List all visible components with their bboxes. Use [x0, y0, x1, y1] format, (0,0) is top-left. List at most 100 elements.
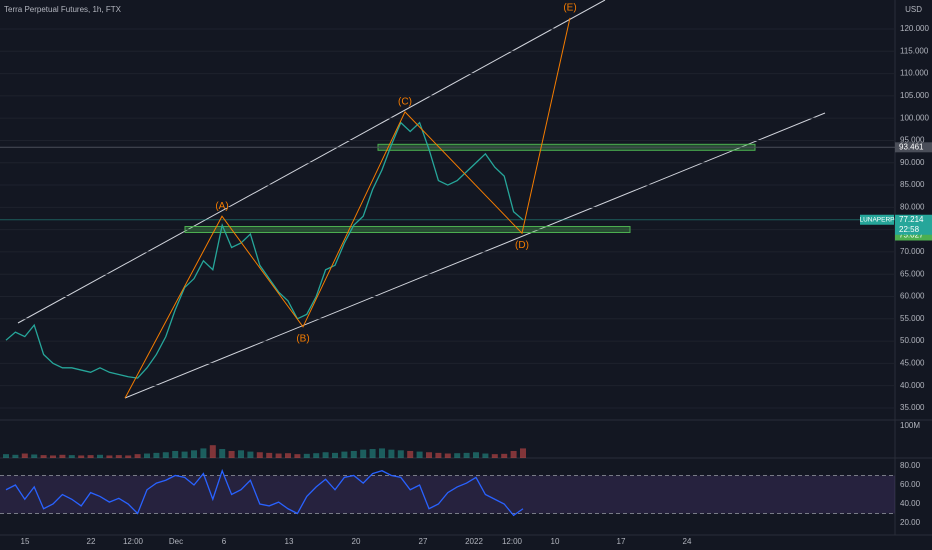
wave-label: (E)	[563, 2, 576, 13]
volume-bar	[491, 454, 498, 458]
y-tick-label: 110.000	[900, 69, 929, 78]
channel-upper	[17, 0, 606, 324]
last-price-label: 77.214	[899, 215, 924, 224]
rsi-series	[5, 468, 524, 517]
volume-bar	[256, 452, 263, 458]
volume-bar	[379, 448, 385, 458]
wave-path	[124, 17, 571, 399]
volume-bar	[313, 453, 320, 458]
y-tick-label: 100.000	[900, 113, 929, 122]
wave-label: (B)	[296, 333, 309, 344]
y-tick-label: 55.000	[900, 314, 925, 323]
x-tick-label: 22	[87, 537, 96, 546]
y-tick-label: 45.000	[900, 358, 925, 367]
price-series	[5, 121, 524, 379]
y-tick-label: 120.000	[900, 24, 929, 33]
x-tick-label: 24	[683, 537, 692, 546]
volume-bar	[350, 450, 357, 458]
volume-bar	[416, 451, 423, 458]
volume-bar	[153, 452, 160, 458]
volume-bar	[172, 450, 179, 458]
volume-bar	[228, 450, 235, 458]
volume-bar	[294, 454, 301, 458]
y-tick-label: 60.000	[900, 292, 925, 301]
zone-price-label: 93.461	[899, 142, 924, 151]
volume-bar	[247, 451, 254, 458]
volume-bar	[388, 449, 395, 458]
last-price-box	[895, 214, 932, 235]
symbol-label: LUNAPERP	[859, 216, 894, 223]
wave-label: (C)	[398, 97, 412, 108]
y-tick-label: 80.000	[900, 202, 925, 211]
rsi-tick-label: 40.00	[900, 499, 921, 508]
volume-bar	[285, 453, 291, 458]
volume-bar	[397, 450, 404, 458]
y-tick-label: 115.000	[900, 46, 929, 55]
volume-bar	[50, 455, 56, 458]
volume-bar	[59, 454, 66, 458]
y-tick-label: 95.000	[900, 136, 925, 145]
y-tick-label: 65.000	[900, 269, 925, 278]
x-tick-label: 17	[617, 537, 626, 546]
volume-bar	[3, 454, 9, 458]
rsi-tick-label: 60.00	[900, 480, 921, 489]
y-tick-label: 85.000	[900, 180, 925, 189]
x-tick-label: 12:00	[123, 537, 144, 546]
volume-bar	[106, 455, 113, 458]
volume-bar	[209, 445, 216, 458]
x-tick-label: 15	[21, 537, 30, 546]
zone-price-label-box	[895, 230, 932, 241]
volume-bar	[144, 453, 150, 458]
volume-bar	[369, 449, 376, 458]
last-price-label: 22:58	[899, 225, 920, 234]
volume-tick-label: 100M	[900, 421, 920, 430]
volume-bar	[482, 453, 489, 458]
volume-bar	[12, 454, 19, 458]
volume-bar	[219, 449, 226, 458]
x-tick-label: 20	[352, 537, 361, 546]
currency: USD	[905, 5, 922, 14]
x-tick-label: 13	[285, 537, 294, 546]
volume-bar	[125, 455, 132, 458]
volume-bar	[510, 450, 517, 458]
volume-bar	[68, 455, 75, 458]
volume-bar	[97, 454, 103, 458]
channel-lower	[124, 112, 826, 399]
rsi-band	[0, 475, 895, 514]
volume-bar	[275, 453, 282, 458]
support-zone	[184, 225, 631, 233]
volume-bar	[303, 453, 310, 458]
volume-bar	[78, 455, 85, 458]
volume-bar	[266, 452, 273, 458]
chart-title: Terra Perpetual Futures, 1h, FTX	[4, 5, 122, 14]
volume-bar	[520, 448, 526, 458]
symbol-box	[860, 214, 894, 225]
volume-bar	[341, 451, 348, 458]
volume-bar	[463, 452, 470, 458]
volume-bar	[444, 453, 451, 458]
zone-price-label-box	[895, 142, 932, 153]
volume-bar	[360, 449, 367, 458]
y-tick-label: 35.000	[900, 403, 925, 412]
rsi-tick-label: 20.00	[900, 518, 921, 527]
x-tick-label: 2022	[465, 537, 483, 546]
y-tick-label: 40.000	[900, 381, 925, 390]
x-tick-label: 27	[419, 537, 428, 546]
volume-bar	[87, 455, 94, 458]
volume-bar	[40, 455, 47, 458]
rsi-tick-label: 80.00	[900, 461, 921, 470]
y-tick-label: 50.000	[900, 336, 925, 345]
volume-bar	[407, 450, 414, 458]
volume-bar	[115, 455, 122, 458]
y-tick-label: 105.000	[900, 91, 929, 100]
volume-bar	[31, 454, 38, 458]
volume-bar	[238, 450, 244, 458]
volume-bar	[332, 452, 338, 458]
x-tick-label: Dec	[169, 537, 183, 546]
volume-bar	[322, 452, 329, 458]
y-tick-label: 90.000	[900, 158, 925, 167]
wave-label: (A)	[215, 201, 228, 212]
volume-bar	[426, 452, 432, 458]
